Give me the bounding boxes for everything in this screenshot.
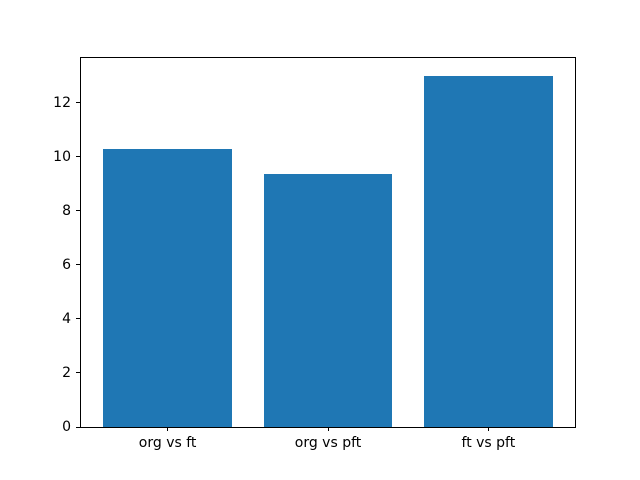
y-tick-label: 8 [62,202,71,219]
y-tick-mark [76,264,80,266]
y-tick-mark [76,156,80,158]
y-tick-label: 6 [62,256,71,273]
y-tick-mark [76,426,80,428]
y-tick-label: 2 [62,364,71,381]
y-tick-label: 0 [62,419,71,435]
y-tick-label: 4 [62,310,71,327]
x-tick-label: ft vs pft [461,435,516,451]
bar-org-vs-ft [103,148,232,427]
y-tick-label: 10 [53,148,71,165]
y-tick-mark [76,318,80,320]
bar-ft-vs-pft [424,75,553,427]
x-tick-label: org vs ft [138,435,197,451]
x-tick-label: org vs pft [294,435,362,451]
x-tick-mark [487,427,489,431]
x-tick-mark [327,427,329,431]
bar-org-vs-pft [263,174,393,427]
y-tick-label: 12 [53,94,71,111]
plot-area: 0 2 4 6 8 10 12 org vs ft org vs pft ft vs pft [53,57,576,450]
y-tick-mark [76,210,80,212]
y-tick-mark [76,102,80,104]
y-tick-mark [76,372,80,374]
x-tick-mark [167,427,169,431]
